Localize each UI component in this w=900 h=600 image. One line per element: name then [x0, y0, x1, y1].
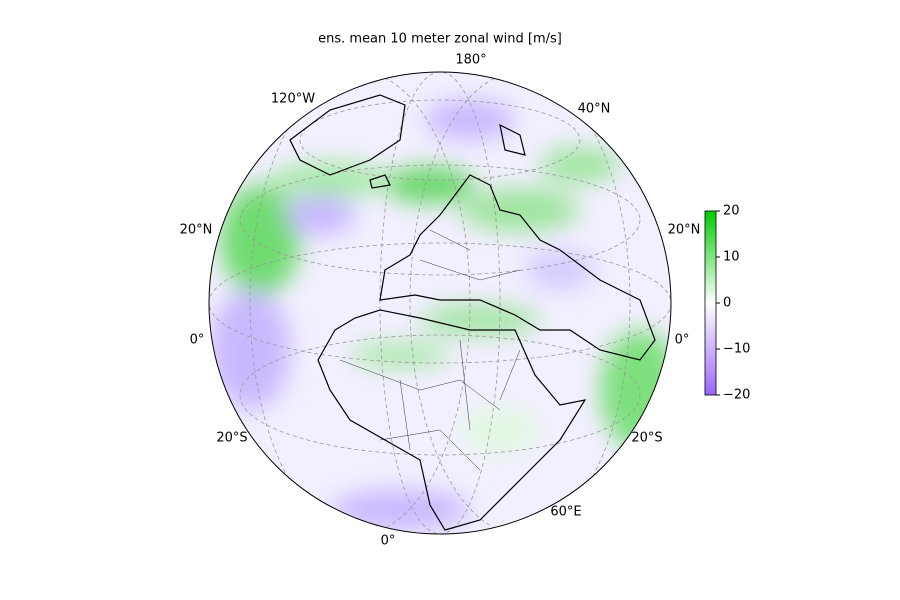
- graticule: [209, 72, 671, 534]
- colorbar-tick-label: 20: [723, 204, 740, 219]
- graticule-label: 120°W: [271, 92, 315, 107]
- colorbar-tick-label: −10: [723, 342, 750, 357]
- graticule-labels: 180° 120°W 40°N 20°N 20°N 0° 0° 20°S 20°…: [180, 53, 701, 549]
- graticule-label: 20°N: [668, 223, 701, 238]
- colorbar-tick-label: −20: [723, 388, 750, 403]
- graticule-label: 20°S: [631, 431, 662, 446]
- graticule-label: 60°E: [550, 505, 581, 520]
- graticule-label: 20°S: [216, 431, 247, 446]
- colorbar-tick-label: 10: [723, 250, 740, 265]
- graticule-label: 0°: [675, 333, 690, 348]
- graticule-label: 40°N: [578, 102, 611, 117]
- globe-outline: [208, 71, 672, 535]
- coastlines: [289, 94, 656, 531]
- graticule-label: 20°N: [180, 223, 213, 238]
- globe: [209, 72, 671, 534]
- colorbar-tick-label: 0: [723, 296, 731, 311]
- wind-field: [210, 100, 671, 530]
- graticule-label: 180°: [455, 53, 486, 68]
- title: ens. mean 10 meter zonal wind [m/s]: [318, 32, 562, 47]
- graticule-label: 0°: [190, 333, 205, 348]
- colorbar: [704, 210, 717, 396]
- graticule-label: 0°: [381, 534, 396, 549]
